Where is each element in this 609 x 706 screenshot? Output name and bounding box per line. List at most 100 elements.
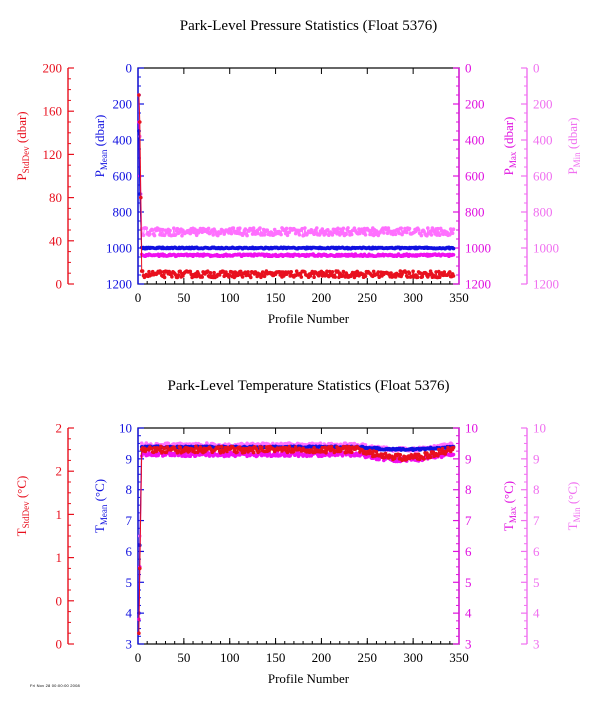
data-point-min <box>284 226 289 231</box>
data-point-stddev <box>137 631 141 635</box>
x-axis-label: Profile Number <box>268 311 350 326</box>
data-point-min <box>318 441 323 446</box>
data-point-min <box>369 228 373 233</box>
y-tick-label-mean: 1000 <box>106 241 132 256</box>
data-point-min <box>229 231 234 236</box>
data-point-stddev <box>434 270 438 274</box>
data-point-min <box>194 233 199 238</box>
data-point-stddev <box>193 450 197 455</box>
y-tick-label-stddev: 120 <box>43 147 63 162</box>
data-point-stddev <box>147 269 151 274</box>
data-point-stddev <box>323 445 327 450</box>
y-tick-label-max: 600 <box>465 169 485 184</box>
y-tick-label-min: 1000 <box>533 241 559 256</box>
x-tick-label: 150 <box>266 650 286 665</box>
data-point-min <box>382 231 386 235</box>
y-tick-label-min: 3 <box>533 637 540 652</box>
x-tick-label: 50 <box>177 650 190 665</box>
y-tick-label-mean: 5 <box>126 575 133 590</box>
data-point-stddev <box>217 273 222 277</box>
data-point-stddev <box>154 449 159 454</box>
y-axis-label-stddev: PStdDev (dbar) <box>14 111 31 180</box>
data-point-min <box>172 226 176 230</box>
chart-title: Park-Level Temperature Statistics (Float… <box>168 378 450 394</box>
data-point-min <box>324 231 328 236</box>
data-point-stddev <box>341 269 346 274</box>
data-point-stddev <box>246 450 250 454</box>
y-tick-label-mean: 600 <box>113 169 133 184</box>
data-point-stddev <box>440 446 445 451</box>
y-tick-label-max: 3 <box>465 637 472 652</box>
data-point-min <box>341 226 346 231</box>
data-point-stddev <box>354 273 359 278</box>
x-tick-label: 200 <box>312 650 332 665</box>
y-tick-label-max: 800 <box>465 205 485 220</box>
data-point-max <box>183 454 188 459</box>
data-point-min <box>152 233 157 238</box>
x-tick-label: 250 <box>358 650 378 665</box>
data-point-stddev <box>345 450 349 454</box>
data-point-min <box>148 232 152 236</box>
data-point-min <box>437 233 442 237</box>
data-point-stddev <box>251 450 256 455</box>
data-point-min <box>393 232 398 237</box>
y-tick-label-mean: 400 <box>113 133 133 148</box>
data-point-max <box>265 454 270 458</box>
data-point-stddev <box>407 271 412 276</box>
data-point-min <box>429 233 434 237</box>
footer-stamp: Fri Nov 28 00:00:00 2008 <box>30 683 80 688</box>
y-tick-label-mean: 0 <box>126 61 133 76</box>
y-tick-label-max: 1000 <box>465 241 491 256</box>
data-point-stddev <box>415 275 420 280</box>
y-tick-label-stddev: 0 <box>56 637 63 652</box>
y-tick-label-max: 6 <box>465 544 472 559</box>
data-point-stddev <box>283 445 288 450</box>
y-tick-label-max: 10 <box>465 421 478 436</box>
data-point-stddev <box>325 269 329 274</box>
data-point-min <box>287 230 292 234</box>
y-axis-label-max: PMax (dbar) <box>501 117 518 176</box>
data-point-stddev <box>140 269 145 273</box>
data-point-min <box>150 228 155 232</box>
series-line-max <box>138 121 454 258</box>
data-point-stddev <box>170 275 174 279</box>
data-point-stddev <box>185 446 190 450</box>
data-point-min <box>303 226 307 230</box>
data-point-stddev <box>139 195 143 200</box>
data-point-stddev <box>164 450 169 455</box>
data-point-min <box>250 232 255 236</box>
chart-title: Park-Level Pressure Statistics (Float 53… <box>180 18 437 34</box>
data-point-min <box>256 231 260 236</box>
y-tick-label-max: 1200 <box>465 277 491 292</box>
data-point-max <box>395 459 400 464</box>
data-point-stddev <box>208 271 213 275</box>
temperature-chart: Park-Level Temperature Statistics (Float… <box>14 378 582 686</box>
x-tick-label: 0 <box>135 650 142 665</box>
x-tick-label: 150 <box>266 290 286 305</box>
data-point-min <box>218 231 223 236</box>
data-point-stddev <box>337 446 341 451</box>
data-point-min <box>439 228 444 233</box>
x-tick-label: 250 <box>358 290 378 305</box>
data-point-stddev <box>192 447 196 452</box>
data-point-stddev <box>293 445 298 449</box>
data-point-min <box>326 228 330 232</box>
data-point-stddev <box>411 269 415 274</box>
data-point-min <box>397 231 402 236</box>
data-point-min <box>175 226 180 231</box>
y-tick-label-max: 400 <box>465 133 485 148</box>
y-tick-label-stddev: 2 <box>56 464 63 479</box>
data-point-stddev <box>259 275 263 280</box>
data-point-stddev <box>327 274 331 279</box>
data-point-stddev <box>337 275 341 280</box>
data-point-stddev <box>451 274 456 278</box>
data-point-min <box>180 233 184 238</box>
series-line-mean <box>138 445 454 614</box>
data-point-min <box>272 227 277 232</box>
data-point-stddev <box>438 451 443 456</box>
data-point-stddev <box>299 275 304 279</box>
data-point-stddev <box>240 275 245 279</box>
data-point-stddev <box>405 275 410 279</box>
y-axis-label-mean: TMean (°C) <box>92 479 109 533</box>
data-point-stddev <box>162 446 167 451</box>
